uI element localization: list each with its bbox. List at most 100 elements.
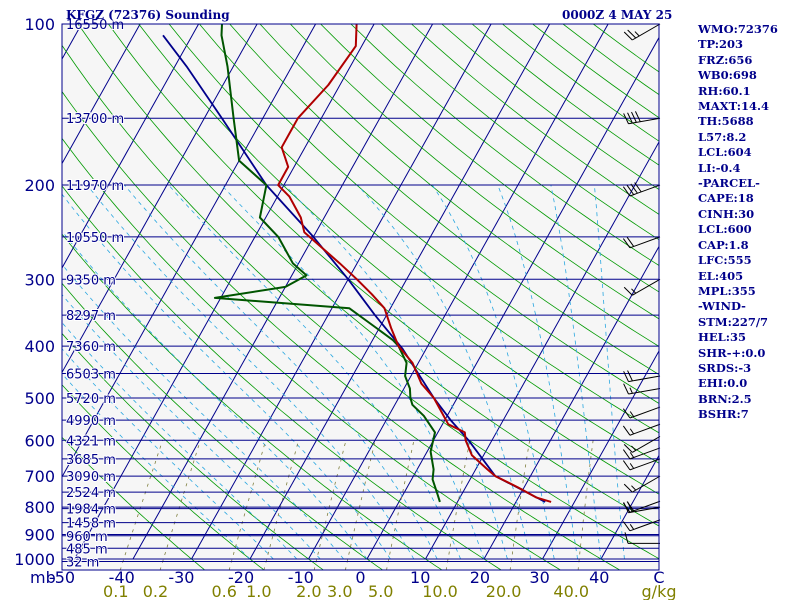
height-label: 5720 m xyxy=(66,392,116,407)
isotherm-line xyxy=(308,24,609,560)
pressure-tick-label: 1000 xyxy=(14,550,55,569)
mixing-ratio-tick-label: 0.6 xyxy=(211,582,236,600)
index-item: LFC:555 xyxy=(698,253,752,268)
wind-barb-halfflag xyxy=(631,485,637,491)
index-item: MAXT:14.4 xyxy=(698,99,769,114)
index-item: FRZ:656 xyxy=(698,52,753,67)
mixing-ratio-tick-label: 5.0 xyxy=(368,582,393,600)
wind-barb-flag xyxy=(627,370,633,382)
pressure-tick-label: 400 xyxy=(24,337,55,356)
dry-adiabat-line xyxy=(62,282,384,570)
wind-barb xyxy=(623,23,661,41)
mixing-ratio-tick-label: 10.0 xyxy=(422,582,458,600)
index-item: RH:60.1 xyxy=(698,83,751,98)
mixing-ratio-line xyxy=(159,440,201,570)
index-item: HEL:35 xyxy=(698,330,746,345)
dry-adiabat-line xyxy=(62,44,659,560)
isotherm-line xyxy=(191,24,492,560)
dry-adiabat-line xyxy=(62,90,621,570)
wind-barb-flag xyxy=(622,238,631,249)
wind-barb xyxy=(623,435,661,453)
pressure-tick-label: 900 xyxy=(24,526,55,545)
wind-barb xyxy=(623,383,661,395)
index-item: SRDS:-3 xyxy=(698,360,752,375)
dry-adiabat-line xyxy=(108,24,659,495)
wind-barb-shaft xyxy=(629,500,661,513)
temperature-tick-label: -40 xyxy=(109,568,135,587)
moist-adiabat-line xyxy=(594,185,625,560)
dry-adiabat-line xyxy=(290,24,659,320)
wind-barb-flag xyxy=(626,236,635,247)
profiles-layer xyxy=(162,24,552,503)
wind-barb-flag xyxy=(622,502,631,513)
wind-barb xyxy=(622,458,661,471)
index-item: EHI:0.0 xyxy=(698,376,748,391)
index-item: LI:-0.4 xyxy=(698,160,741,175)
temperature-tick-label: -30 xyxy=(168,568,194,587)
moist-adiabat-line xyxy=(62,230,368,560)
wind-barb xyxy=(622,447,661,460)
wind-barb-halfflag xyxy=(634,31,640,37)
wind-barb-shaft xyxy=(629,236,661,249)
wind-barb-flag xyxy=(624,532,629,544)
wind-barbs-layer xyxy=(622,23,661,544)
height-label: 485 m xyxy=(66,542,108,557)
pressure-tick-label: 300 xyxy=(24,270,55,289)
wind-barb-halfflag xyxy=(629,463,635,469)
wind-barb-flag xyxy=(631,111,637,123)
wind-barb xyxy=(622,519,661,532)
temperature-tick-label: 30 xyxy=(529,568,549,587)
pressure-unit-label: mb xyxy=(30,568,56,587)
wind-barb xyxy=(623,370,661,383)
wind-barb-shaft xyxy=(629,519,661,532)
wind-barb xyxy=(622,406,661,419)
wind-barb xyxy=(622,423,661,436)
mixing-ratio-line xyxy=(577,440,594,570)
mixing-ratio-tick-label: 0.1 xyxy=(103,582,128,600)
height-label: 11970 m xyxy=(66,179,124,194)
mixing-ratio-tick-label: 20.0 xyxy=(486,582,522,600)
wind-barb-flag xyxy=(623,31,633,41)
mixing-ratio-tick-label: g/kg xyxy=(642,582,677,600)
mixing-ratio-line xyxy=(445,440,471,570)
dry-adiabat-line xyxy=(62,384,265,570)
pressure-tick-label: 800 xyxy=(24,498,55,517)
mixing-ratio-tick-label: 0.2 xyxy=(143,582,168,600)
wind-barb-flag xyxy=(627,112,633,124)
index-item: BRN:2.5 xyxy=(698,391,752,406)
dry-adiabat-line xyxy=(229,24,659,376)
isotherm-line xyxy=(542,349,659,560)
station-title: KFGZ (72376) Sounding xyxy=(66,8,230,22)
pressure-tick-label: 600 xyxy=(24,431,55,450)
wind-barb-halfflag xyxy=(629,524,635,530)
index-item: MPL:355 xyxy=(698,283,756,298)
wind-barb-shaft xyxy=(629,184,661,197)
dry-adiabat-line xyxy=(138,24,659,464)
wind-barb-halfflag xyxy=(631,445,637,451)
index-item: SHR-+:0.0 xyxy=(698,345,766,360)
height-label: 32 m xyxy=(66,556,99,571)
mixing-ratio-line xyxy=(344,440,376,570)
wind-barb-flag xyxy=(634,182,642,193)
isotherm-line xyxy=(74,24,375,560)
sounding-indices: WMO:72376 TP:203 FRZ:656 WB0:698 RH:60.1 MAXT… xyxy=(698,22,778,423)
height-label: 2524 m xyxy=(66,486,116,501)
wind-barb-shaft xyxy=(632,278,661,296)
moist-adiabat-line xyxy=(550,185,602,560)
height-label: 960 m xyxy=(66,530,108,545)
temperature-tick-label: 0 xyxy=(355,568,365,587)
height-label: 13700 m xyxy=(66,112,124,127)
dry-adiabat-line xyxy=(259,24,659,347)
plot-frame xyxy=(61,23,660,571)
height-label: 4321 m xyxy=(66,434,116,449)
index-item: CINH:30 xyxy=(698,206,755,221)
wind-barb-shaft xyxy=(629,458,661,471)
index-item: -PARCEL- xyxy=(698,176,760,191)
dry-adiabat-line xyxy=(62,185,502,570)
isotherm-line xyxy=(62,24,141,165)
mixing-ratio-line xyxy=(386,440,415,570)
height-label: 7360 m xyxy=(66,340,116,355)
wind-barb-halfflag xyxy=(629,452,635,458)
wind-barb-shaft xyxy=(628,375,661,383)
mixing-ratio-tick-label: 1.0 xyxy=(246,582,271,600)
